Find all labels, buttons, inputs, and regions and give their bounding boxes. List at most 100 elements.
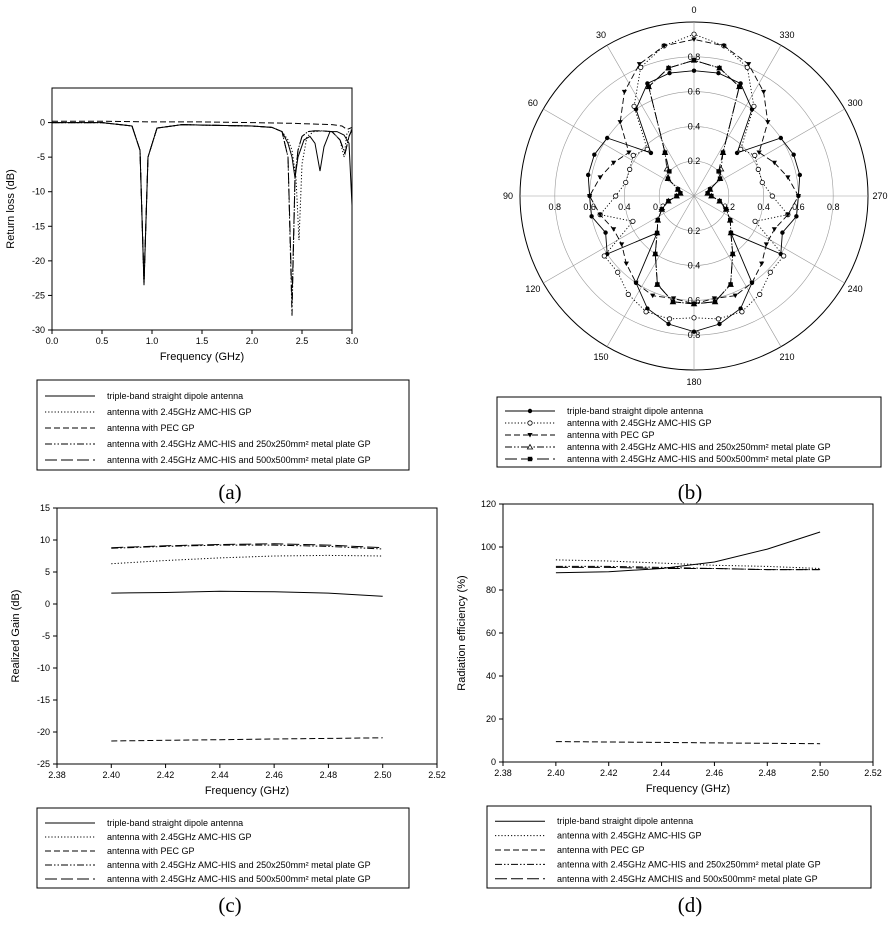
polar-r-label: 0.6 xyxy=(583,202,596,212)
marker-square xyxy=(709,193,714,199)
marker-circle xyxy=(791,152,796,157)
legend: triple-band straight dipole antenna anten… xyxy=(486,805,872,889)
polar-r-label: 0.2 xyxy=(653,202,666,212)
marker-triangle-down xyxy=(636,62,642,67)
polar-spoke xyxy=(693,45,782,197)
marker-open-circle xyxy=(625,291,631,297)
marker-circle xyxy=(666,321,671,327)
marker-square xyxy=(691,301,697,307)
marker-open-circle xyxy=(613,193,619,199)
panel-label: (d) xyxy=(678,893,703,917)
polar-r-label: 0.6 xyxy=(688,295,701,305)
legend-entry: antenna with 2.45GHz AMC-HIS GP xyxy=(557,831,702,841)
marker-open-circle xyxy=(738,146,744,152)
y-tick-label: -5 xyxy=(37,152,45,162)
marker-triangle-down xyxy=(732,293,738,299)
polar-angle-label: 30 xyxy=(596,30,606,40)
marker-open-circle xyxy=(631,103,637,109)
legend-entry: antenna with 2.45GHz AMC-HIS GP xyxy=(567,418,712,428)
marker-open-circle xyxy=(752,152,758,158)
y-tick-label: 0 xyxy=(45,599,50,609)
marker-open-circle xyxy=(630,218,636,224)
marker-triangle-down xyxy=(691,37,697,42)
polar-spoke xyxy=(606,45,695,197)
series-line-2 xyxy=(555,559,821,569)
x-tick-label: 2.52 xyxy=(864,768,882,778)
polar-r-label: 0.8 xyxy=(549,202,562,212)
x-tick-label: 2.44 xyxy=(653,768,671,778)
y-tick-label: -15 xyxy=(37,695,50,705)
y-tick-label: -25 xyxy=(32,290,45,300)
polar-spoke xyxy=(693,195,782,347)
legend: triple-band straight dipole antenna anten… xyxy=(36,379,410,471)
y-tick-label: 120 xyxy=(481,499,496,509)
legend-entry: antenna with 2.45GHz AMC-HIS and 250x250… xyxy=(567,442,831,452)
x-tick-label: 1.5 xyxy=(196,336,209,346)
chart-a: 0.0 0.5 1.0 1.5 2.0 2.5 3.0 0 -5 -10 -15 -20 -25 -30 F… xyxy=(5,87,410,504)
legend-entry: antenna with 2.45GHz AMC-HIS and 250x250… xyxy=(557,859,821,869)
polar-series-3 xyxy=(589,38,799,305)
marker-square xyxy=(737,84,742,89)
polar-r-label: 0.4 xyxy=(618,202,631,212)
legend: triple-band straight dipole antenna anten… xyxy=(36,807,410,889)
polar-angle-label: 210 xyxy=(779,352,794,362)
panel-label: (c) xyxy=(218,893,241,917)
polar-angle-label: 180 xyxy=(686,377,701,387)
polar-r-label: 0.4 xyxy=(757,202,770,212)
marker-circle xyxy=(716,70,721,76)
marker-open-circle xyxy=(691,315,697,321)
polar-r-label: 0.2 xyxy=(688,156,701,166)
polar-r-label: 0.8 xyxy=(688,330,701,340)
polar-angle-label: 120 xyxy=(525,284,540,294)
marker-triangle-down xyxy=(650,293,656,299)
series-line-1 xyxy=(111,590,383,597)
marker-open-circle xyxy=(638,64,644,70)
x-tick-label: 3.0 xyxy=(346,336,359,346)
marker-open-circle xyxy=(601,253,607,259)
marker-triangle-down xyxy=(749,280,755,286)
marker-square xyxy=(675,187,681,192)
y-tick-label: -20 xyxy=(32,256,45,266)
marker-triangle-down xyxy=(587,194,593,199)
marker-square xyxy=(707,187,713,192)
marker-square xyxy=(728,230,734,236)
x-tick-label: 2.46 xyxy=(706,768,724,778)
marker-triangle-down xyxy=(785,212,791,218)
x-axis-label: Frequency (GHz) xyxy=(646,783,730,795)
marker-open-circle xyxy=(627,166,633,172)
marker-square xyxy=(730,251,735,257)
legend-entry: antenna with PEC GP xyxy=(107,846,195,856)
marker-square xyxy=(670,299,676,305)
y-tick-label: -10 xyxy=(37,663,50,673)
marker-square xyxy=(667,169,672,174)
series-line-5 xyxy=(52,122,352,303)
polar-r-label: 0.6 xyxy=(688,87,701,97)
y-axis-label: Return loss (dB) xyxy=(5,169,17,248)
marker-square xyxy=(678,191,683,196)
polar-r-label: 0.2 xyxy=(723,202,736,212)
legend-entry: antenna with PEC GP xyxy=(557,845,645,855)
x-tick-label: 2.50 xyxy=(374,770,392,780)
marker-open-circle xyxy=(767,269,773,275)
legend-entry: triple-band straight dipole antenna xyxy=(107,818,243,828)
polar-angle-label: 60 xyxy=(528,98,538,108)
panel-label: (a) xyxy=(218,480,241,504)
series-line-5 xyxy=(111,543,383,549)
polar-r-label: 0.8 xyxy=(688,52,701,62)
marker-circle xyxy=(691,68,697,73)
legend-entry: triple-band straight dipole antenna xyxy=(557,816,693,826)
panel-label: (b) xyxy=(678,480,703,504)
series-line-2 xyxy=(52,122,352,286)
marker-square xyxy=(666,198,671,204)
legend-frame xyxy=(486,805,872,889)
marker-circle xyxy=(667,70,672,76)
marker-open-circle xyxy=(752,218,758,224)
marker-open-circle xyxy=(751,103,757,109)
marker-open-circle xyxy=(666,316,673,322)
legend-entry: antenna with 2.45GHz AMC-HIS GP xyxy=(107,832,252,842)
marker-triangle-down xyxy=(711,296,717,301)
marker-square xyxy=(717,65,722,71)
marker-triangle-down xyxy=(611,227,617,232)
x-tick-label: 2.5 xyxy=(296,336,309,346)
marker-square xyxy=(716,169,721,174)
